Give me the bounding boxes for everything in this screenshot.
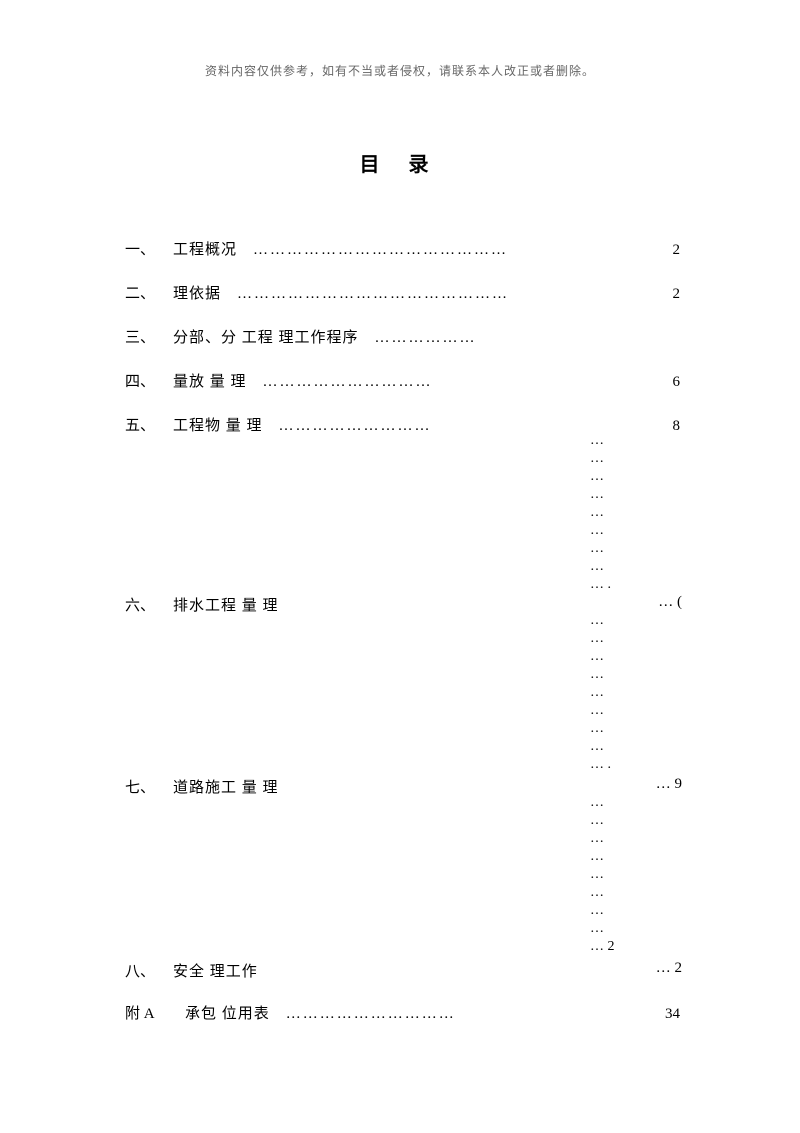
toc-row-3: 三、 分部、分 工程 理工作程序 ……………… — [125, 326, 680, 350]
header-note: 资料内容仅供参考，如有不当或者侵权，请联系本人改正或者删除。 — [0, 62, 800, 79]
toc-row-9: 附 A 承包 位用表 ………………………… 34 — [125, 1002, 680, 1026]
toc-row-2: 二、 理依据 ………………………………………… 2 — [125, 282, 680, 306]
toc-label: 理依据 — [173, 282, 221, 303]
vertical-dots-block-2: ……………………… . — [590, 612, 611, 774]
toc-label: 分部、分 工程 理工作程序 — [173, 326, 359, 347]
toc-num: 三、 — [125, 326, 173, 347]
toc-num: 附 A — [125, 1002, 185, 1023]
toc-num: 五、 — [125, 414, 173, 435]
toc-label: 工程概况 — [173, 238, 237, 259]
toc-page: 8 — [638, 418, 680, 435]
toc-page: … 9 — [640, 776, 682, 793]
toc-page: 6 — [638, 374, 680, 391]
toc-num: 四、 — [125, 370, 173, 391]
page-title: 目 录 — [0, 148, 800, 177]
toc-page: … 2 — [640, 960, 682, 977]
toc-label: 承包 位用表 — [185, 1002, 270, 1023]
toc-num: 七、 — [125, 776, 173, 797]
vertical-dots-block-3: ……………………… 2 — [590, 794, 615, 956]
toc-dots: ……………………… — [263, 418, 638, 435]
toc-row-4: 四、 量放 量 理 ………………………… 6 — [125, 370, 680, 394]
toc-dots: ………………………………………… — [221, 286, 638, 303]
toc-page: … ( — [640, 594, 682, 611]
toc-dots: ………………………… — [247, 374, 638, 391]
toc-dots: ……………… — [359, 330, 638, 347]
vertical-dots-block-1: ……………………… . — [590, 432, 611, 594]
toc-num: 八、 — [125, 960, 173, 981]
toc-page: 34 — [638, 1006, 680, 1023]
toc-num: 一、 — [125, 238, 173, 259]
toc-row-1: 一、 工程概况 ……………………………………… 2 — [125, 238, 680, 262]
toc-num: 六、 — [125, 594, 173, 615]
toc-label: 量放 量 理 — [173, 370, 247, 391]
toc-dots: ………………………… — [270, 1006, 638, 1023]
toc-dots: ……………………………………… — [237, 242, 638, 259]
toc-label: 排水工程 量 理 — [173, 594, 279, 615]
table-of-contents: 一、 工程概况 ……………………………………… 2 二、 理依据 …………………… — [125, 238, 680, 458]
toc-page: 2 — [638, 286, 680, 303]
toc-num: 二、 — [125, 282, 173, 303]
toc-row-8: 八、 安全 理工作 … 2 — [125, 960, 680, 984]
toc-label: 道路施工 量 理 — [173, 776, 279, 797]
toc-page: 2 — [638, 242, 680, 259]
toc-label: 安全 理工作 — [173, 960, 258, 981]
toc-label: 工程物 量 理 — [173, 414, 263, 435]
